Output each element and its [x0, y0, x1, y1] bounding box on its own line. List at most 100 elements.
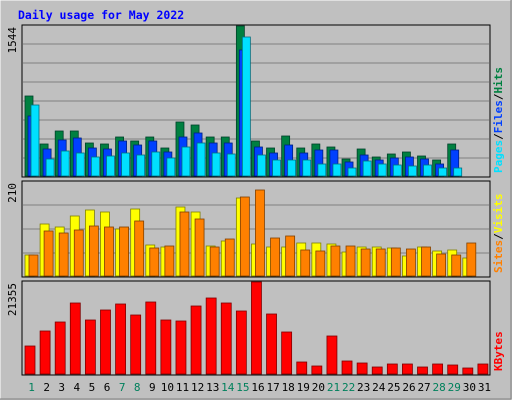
pages-bar: [408, 165, 417, 177]
kbytes-bar: [386, 363, 398, 375]
day-label: 25: [387, 381, 400, 394]
day-label: 18: [282, 381, 295, 394]
legend-item-hits: Hits: [492, 67, 505, 94]
sites-bar: [360, 248, 371, 277]
pages-bar: [438, 167, 448, 177]
day-label: 11: [176, 381, 189, 394]
kbytes-bar: [160, 319, 172, 375]
kbytes-bar: [417, 366, 428, 375]
kbytes-bar: [54, 321, 66, 375]
sites-bar: [375, 248, 386, 277]
kbytes-bar: [326, 335, 338, 375]
legend-item-visits: Visits: [492, 194, 505, 234]
kbytes-bar: [69, 302, 81, 375]
hits-files-pages-legend: Pages/Files/Hits: [492, 67, 505, 173]
day-label: 30: [463, 381, 476, 394]
day-label: 24: [372, 381, 386, 394]
day-label: 26: [402, 381, 415, 394]
sites-bar: [345, 245, 356, 277]
legend-item-sites: Sites: [492, 240, 505, 273]
sites-bar: [315, 250, 326, 277]
day-axis-labels: 1 2 3 4 5 6 7 8 9 10 11 12 13 14 15 16 17 18 19 20 21 22 23 24 2…: [28, 381, 491, 394]
sites-bar: [73, 229, 84, 277]
kbytes-bar: [24, 345, 36, 375]
sites-bar: [451, 254, 462, 277]
day-label: 7: [119, 381, 126, 394]
day-label: 17: [266, 381, 279, 394]
day-label: 5: [89, 381, 96, 394]
sites-bar: [104, 226, 114, 277]
pages-bar: [241, 36, 251, 177]
pages-bar: [136, 154, 146, 177]
pages-bar: [30, 104, 40, 177]
kbytes-bar: [266, 313, 277, 375]
kbytes-bar: [145, 301, 157, 375]
kbytes-bar: [251, 281, 262, 375]
visits-sites-scale-label: 210: [6, 183, 19, 203]
kbytes-bar: [371, 366, 383, 375]
pages-bar: [272, 159, 281, 177]
day-label: 4: [74, 381, 81, 394]
pages-bar: [226, 153, 236, 177]
sites-bar: [164, 245, 175, 277]
day-label: 9: [149, 381, 156, 394]
day-label: 23: [357, 381, 370, 394]
kbytes-bar: [281, 331, 293, 375]
visits-sites-legend-text: Sites/Visits: [492, 194, 505, 274]
pages-bar: [106, 155, 115, 177]
sites-bar: [436, 253, 447, 277]
pages-bar: [287, 159, 297, 177]
pages-bar: [453, 167, 463, 177]
sites-bar: [255, 189, 265, 277]
kbytes-legend: KBytes: [492, 331, 505, 371]
kbytes-frame: [21, 280, 491, 376]
pages-bar: [196, 142, 206, 177]
kbytes-bar: [130, 314, 142, 375]
pages-bar: [166, 157, 176, 177]
sites-bar: [119, 226, 129, 277]
legend-separator: /: [492, 233, 505, 240]
kbytes-bar: [220, 302, 232, 375]
pages-bar: [423, 164, 432, 177]
pages-bar: [151, 151, 161, 177]
sites-bar: [224, 238, 235, 277]
kbytes-bar: [205, 297, 217, 375]
kbytes-bar: [356, 362, 368, 375]
legend-separator: /: [492, 93, 505, 100]
sites-bar: [149, 247, 160, 277]
day-label: 6: [104, 381, 111, 394]
sites-bar: [179, 211, 190, 277]
pages-bar: [302, 159, 312, 177]
kbytes-bar: [100, 309, 111, 375]
legend-separator: /: [492, 133, 505, 140]
sites-bar: [194, 218, 205, 277]
pages-bar: [347, 167, 357, 177]
sites-bar: [300, 249, 311, 277]
sites-bar: [239, 196, 250, 277]
sites-bar: [390, 247, 401, 277]
day-label: 27: [417, 381, 430, 394]
day-label: 1: [28, 381, 35, 394]
legend-item-kbytes: KBytes: [492, 331, 505, 371]
pages-bar: [45, 158, 55, 177]
pages-bar: [392, 164, 402, 177]
kbytes-bar: [235, 310, 247, 375]
kbytes-bar: [39, 330, 51, 375]
kbytes-bar: [311, 365, 323, 375]
day-label: 19: [297, 381, 310, 394]
day-label: 15: [236, 381, 249, 394]
sites-bar: [421, 246, 431, 277]
day-label: 3: [58, 381, 65, 394]
sites-bar: [406, 248, 416, 277]
kbytes-bar: [296, 361, 308, 375]
chart-panels: 1544Pages/Files/Hits210Sites/Visits21355…: [6, 24, 505, 376]
day-label: 22: [342, 381, 355, 394]
kbytes-bar: [341, 360, 353, 375]
legend-item-files: Files: [492, 100, 505, 133]
pages-bar: [90, 156, 100, 177]
sites-bar: [43, 230, 54, 277]
kbytes-bar: [462, 367, 474, 375]
